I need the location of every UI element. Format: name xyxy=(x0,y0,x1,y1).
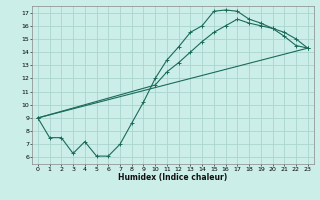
X-axis label: Humidex (Indice chaleur): Humidex (Indice chaleur) xyxy=(118,173,228,182)
